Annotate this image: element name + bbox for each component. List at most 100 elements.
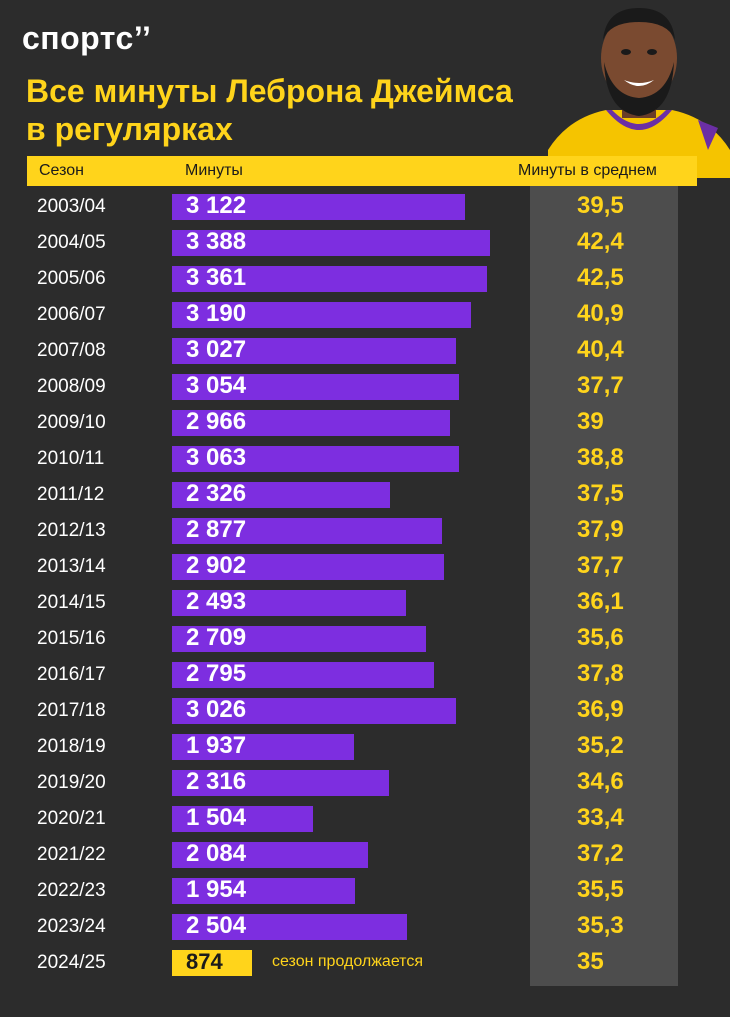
- table-row: 2005/06 3 361 42,5: [0, 260, 730, 296]
- minutes-label: 2 902: [186, 552, 247, 579]
- table-row: 2016/17 2 795 37,8: [0, 656, 730, 692]
- minutes-label: 3 388: [186, 228, 247, 255]
- minutes-label: 3 361: [186, 264, 247, 291]
- table-row: 2004/05 3 388 42,4: [0, 224, 730, 260]
- avg-minutes-label: 40,4: [577, 336, 624, 363]
- header-minutes: Минуты: [185, 162, 243, 179]
- table-row: 2019/20 2 316 34,6: [0, 764, 730, 800]
- avg-minutes-label: 34,6: [577, 768, 624, 795]
- table-row: 2008/09 3 054 37,7: [0, 368, 730, 404]
- minutes-label: 2 709: [186, 624, 247, 651]
- minutes-bar: [172, 374, 459, 400]
- table-row: 2020/21 1 504 33,4: [0, 800, 730, 836]
- season-label: 2020/21: [37, 808, 106, 829]
- avg-minutes-label: 37,5: [577, 480, 624, 507]
- table-row: 2010/11 3 063 38,8: [0, 440, 730, 476]
- minutes-bar: [172, 698, 456, 724]
- table-row: 2024/25 874 сезон продолжается 35: [0, 944, 730, 980]
- avg-minutes-label: 42,4: [577, 228, 624, 255]
- avg-minutes-label: 36,9: [577, 696, 624, 723]
- minutes-label: 3 122: [186, 192, 247, 219]
- season-label: 2022/23: [37, 880, 106, 901]
- minutes-label: 2 877: [186, 516, 247, 543]
- avg-minutes-label: 40,9: [577, 300, 624, 327]
- season-label: 2012/13: [37, 520, 106, 541]
- minutes-bar: [172, 626, 426, 652]
- avg-minutes-label: 37,2: [577, 840, 624, 867]
- header-avg-minutes: Минуты в среднем: [518, 162, 657, 179]
- season-label: 2004/05: [37, 232, 106, 253]
- minutes-bar: [172, 518, 442, 544]
- minutes-bar: [172, 230, 490, 256]
- season-label: 2007/08: [37, 340, 106, 361]
- table-row: 2014/15 2 493 36,1: [0, 584, 730, 620]
- minutes-bar: [172, 554, 444, 580]
- season-label: 2011/12: [37, 484, 105, 505]
- minutes-bar: [172, 914, 407, 940]
- avg-minutes-label: 38,8: [577, 444, 624, 471]
- header-season: Сезон: [39, 162, 84, 179]
- minutes-bar: [172, 842, 368, 868]
- minutes-label: 3 190: [186, 300, 247, 327]
- season-label: 2024/25: [37, 952, 106, 973]
- minutes-label: 3 063: [186, 444, 247, 471]
- season-label: 2018/19: [37, 736, 106, 757]
- minutes-bar: [172, 338, 456, 364]
- season-label: 2014/15: [37, 592, 106, 613]
- minutes-bar: [172, 194, 465, 220]
- table-row: 2007/08 3 027 40,4: [0, 332, 730, 368]
- table-row: 2013/14 2 902 37,7: [0, 548, 730, 584]
- minutes-bar: [172, 302, 471, 328]
- table-row: 2015/16 2 709 35,6: [0, 620, 730, 656]
- minutes-label: 2 795: [186, 660, 247, 687]
- season-label: 2009/10: [37, 412, 106, 433]
- minutes-label: 3 027: [186, 336, 247, 363]
- season-ongoing-note: сезон продолжается: [272, 953, 423, 970]
- minutes-label: 2 493: [186, 588, 247, 615]
- minutes-label: 1 937: [186, 732, 247, 759]
- table-row: 2018/19 1 937 35,2: [0, 728, 730, 764]
- season-label: 2023/24: [37, 916, 106, 937]
- minutes-bar: [172, 662, 434, 688]
- table-row: 2006/07 3 190 40,9: [0, 296, 730, 332]
- season-label: 2003/04: [37, 196, 106, 217]
- season-label: 2010/11: [37, 448, 105, 469]
- avg-minutes-label: 37,9: [577, 516, 624, 543]
- minutes-bar: [172, 878, 355, 904]
- season-label: 2019/20: [37, 772, 106, 793]
- season-label: 2008/09: [37, 376, 106, 397]
- title-line-1: Все минуты Леброна Джеймса: [26, 73, 513, 109]
- minutes-label: 3 054: [186, 372, 247, 399]
- season-label: 2013/14: [37, 556, 106, 577]
- season-label: 2016/17: [37, 664, 106, 685]
- minutes-bar: [172, 266, 487, 292]
- minutes-bar: [172, 446, 459, 472]
- avg-column-background: [530, 186, 678, 986]
- minutes-label: 2 084: [186, 840, 247, 867]
- avg-minutes-label: 39,5: [577, 192, 624, 219]
- sports-logo: спортс’’: [22, 20, 152, 56]
- season-label: 2017/18: [37, 700, 106, 721]
- avg-minutes-label: 37,8: [577, 660, 624, 687]
- season-label: 2015/16: [37, 628, 106, 649]
- minutes-label: 2 504: [186, 912, 247, 939]
- season-label: 2006/07: [37, 304, 106, 325]
- table-row: 2003/04 3 122 39,5: [0, 188, 730, 224]
- minutes-label: 1 504: [186, 804, 247, 831]
- minutes-label: 2 966: [186, 408, 247, 435]
- avg-minutes-label: 37,7: [577, 372, 624, 399]
- page-title: Все минуты Леброна Джеймса в регулярках: [26, 72, 586, 148]
- minutes-bar: [172, 734, 354, 760]
- minutes-label: 874: [186, 949, 223, 974]
- season-label: 2021/22: [37, 844, 106, 865]
- minutes-bar: [172, 410, 450, 436]
- player-photo: [548, 0, 730, 178]
- table-row: 2022/23 1 954 35,5: [0, 872, 730, 908]
- avg-minutes-label: 35,6: [577, 624, 624, 651]
- minutes-bar: [172, 590, 406, 616]
- minutes-bar: [172, 950, 252, 976]
- table-header: Сезон Минуты Минуты в среднем: [27, 156, 697, 186]
- avg-minutes-label: 36,1: [577, 588, 624, 615]
- avg-minutes-label: 35,3: [577, 912, 624, 939]
- avg-minutes-label: 33,4: [577, 804, 624, 831]
